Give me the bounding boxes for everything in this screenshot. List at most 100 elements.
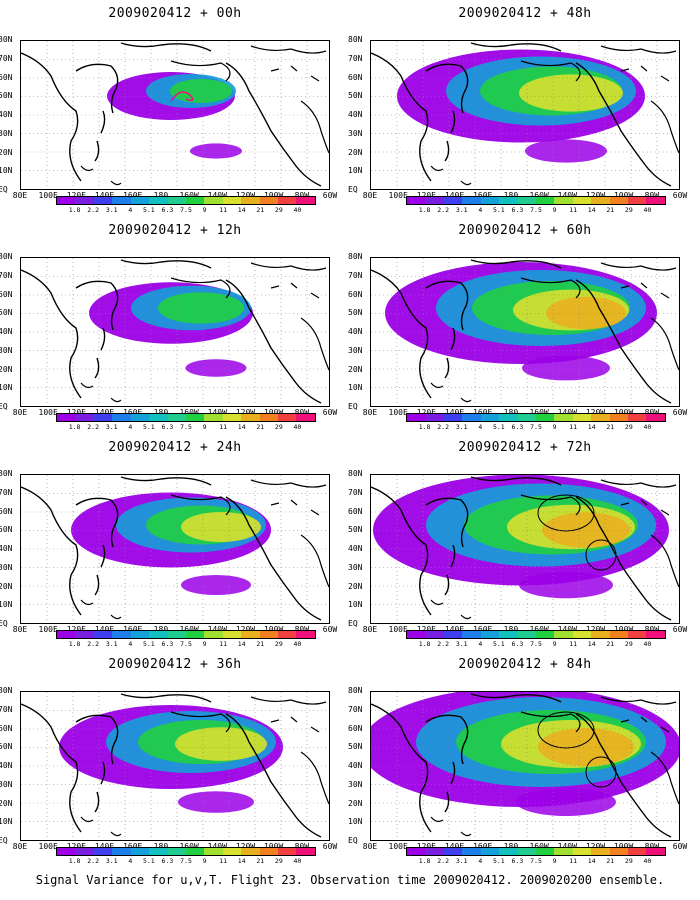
colorbar-label: 11 <box>569 206 578 214</box>
latitude-label: 80N <box>348 469 363 478</box>
longitude-label: 100E <box>38 842 58 851</box>
target-circle <box>537 711 595 749</box>
colorbar-label: 9 <box>202 206 207 214</box>
colorbar-label: 14 <box>587 423 596 431</box>
variance-contour <box>525 139 607 163</box>
latitude-label: 60N <box>0 506 13 516</box>
forecast-panel: 2009020412 + 12h 80N 70N 60N 50N 40N 30N 20N 10N… <box>0 217 350 439</box>
forecast-panel: 2009020412 + 36h 80N 70N 60N 50N 40N 30N 20N 10N… <box>0 651 350 873</box>
coastline-islands <box>430 382 472 403</box>
colorbar-label: 21 <box>256 857 265 865</box>
latitude-label: 30N <box>0 562 13 572</box>
coastline-aleutians <box>170 711 231 733</box>
variance-contour <box>190 143 242 159</box>
colorbar-swatch <box>591 414 610 421</box>
colorbar-label: 21 <box>606 423 615 431</box>
colorbar-label: 11 <box>569 640 578 648</box>
longitude-label: 180 <box>503 191 519 200</box>
variance-contour <box>181 575 251 595</box>
colorbar-label: 2.2 <box>437 857 450 865</box>
longitude-label: 120W <box>585 408 606 417</box>
colorbar-swatch <box>149 197 168 204</box>
latitude-label: EQ <box>348 402 358 411</box>
colorbar-swatch <box>425 848 444 855</box>
coastline-aleutians <box>170 494 231 516</box>
colorbar-label: 2.2 <box>87 640 100 648</box>
variance-map <box>370 691 680 841</box>
colorbar-label: 6.3 <box>161 423 174 431</box>
longitude-label: 60W <box>322 191 338 200</box>
colorbar-label: 29 <box>274 640 283 648</box>
longitude-label: 120E <box>66 408 86 417</box>
latitude-label: 80N <box>0 252 13 261</box>
variance-contour <box>516 788 616 816</box>
variance-map <box>370 257 680 407</box>
colorbar-swatch <box>204 414 223 421</box>
latitude-label: EQ <box>0 619 8 628</box>
coastline-japan <box>444 327 456 379</box>
panel-title: 2009020412 + 84h <box>458 657 592 672</box>
colorbar-label: 14 <box>237 857 246 865</box>
longitude-label: 80E <box>12 625 28 634</box>
colorbar-swatch <box>130 197 150 204</box>
coastline-siberia <box>470 476 562 486</box>
colorbar-label: 1.8 <box>68 423 81 431</box>
coastline-asia <box>21 269 82 399</box>
colorbar-swatch <box>130 414 150 421</box>
colorbar-swatch <box>278 414 297 421</box>
coastline-asia <box>371 486 432 616</box>
colorbar-swatch <box>167 631 186 638</box>
longitude-label: 100E <box>38 408 58 417</box>
longitude-label: 160E <box>123 191 143 200</box>
longitude-label: 100W <box>613 842 634 851</box>
colorbar-swatch <box>443 414 463 421</box>
coastline-aleutians <box>520 711 581 733</box>
colorbar-swatch <box>222 414 242 421</box>
longitude-label: 100W <box>613 625 634 634</box>
coastline-aleutians <box>170 60 231 82</box>
longitude-label: 140E <box>94 625 115 634</box>
coastline-arctic <box>250 696 327 733</box>
latitude-label: 60N <box>348 72 363 82</box>
longitude-label: 120E <box>416 408 436 417</box>
longitude-label: 120E <box>416 191 436 200</box>
latitude-label: 20N <box>0 798 13 808</box>
colorbar-swatch <box>185 848 205 855</box>
colorbar-swatch <box>499 848 518 855</box>
colorbar-label: 29 <box>624 423 633 431</box>
latitude-label: 30N <box>0 128 13 138</box>
latitude-label: 60N <box>348 289 363 299</box>
colorbar-swatch <box>241 848 260 855</box>
latitude-label: 40N <box>0 327 13 336</box>
high-variance-contour <box>170 91 194 102</box>
colorbar-swatch <box>628 848 647 855</box>
colorbar-swatch <box>222 848 242 855</box>
longitude-label: 140E <box>444 408 465 417</box>
colorbar-swatch <box>112 848 131 855</box>
coastline-aleutians <box>520 60 581 82</box>
colorbar-swatch <box>167 197 186 204</box>
longitude-label: 140W <box>207 842 227 851</box>
colorbar-label: 14 <box>587 640 596 648</box>
longitude-label: 140E <box>444 625 465 634</box>
longitude-label: 160W <box>529 842 549 851</box>
longitude-label: 80E <box>362 191 378 200</box>
map-plot <box>21 258 329 406</box>
latitude-label: 10N <box>0 817 13 827</box>
colorbar-swatch <box>57 631 76 638</box>
colorbar-swatch <box>499 414 518 421</box>
longitude-label: 60W <box>672 408 688 417</box>
variance-map <box>370 474 680 624</box>
colorbar-swatch <box>535 848 555 855</box>
colorbar-swatch <box>93 414 113 421</box>
colorbar-label: 29 <box>624 857 633 865</box>
latitude-label: 20N <box>0 364 13 374</box>
longitude-label: 80E <box>362 408 378 417</box>
colorbar-swatch <box>646 848 665 855</box>
longitude-label: 120E <box>416 842 436 851</box>
colorbar-swatch <box>480 197 500 204</box>
latitude-label: 70N <box>348 270 363 280</box>
coastline-japan <box>444 544 456 596</box>
longitude-label: 100W <box>263 408 284 417</box>
colorbar-swatch <box>425 197 444 204</box>
